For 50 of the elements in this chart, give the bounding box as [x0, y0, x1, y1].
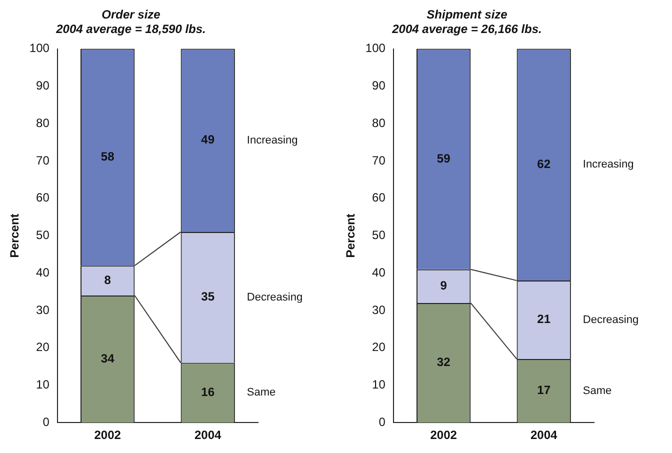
- y-tick-label: 40: [372, 265, 386, 280]
- data-label: 58: [100, 150, 115, 164]
- y-tick-label: 10: [372, 378, 386, 392]
- series-label: Same: [246, 386, 276, 399]
- series-label: Decreasing: [246, 291, 303, 304]
- y-tick-label: 50: [372, 228, 386, 242]
- data-label: 17: [537, 383, 551, 398]
- data-label: 49: [201, 132, 215, 147]
- y-tick-label: 100: [365, 41, 386, 56]
- y-tick-label: 60: [372, 190, 386, 205]
- y-tick-label: 30: [36, 302, 50, 317]
- x-tick-label: 2002: [94, 428, 122, 442]
- y-tick-label: 80: [372, 116, 386, 130]
- y-tick-label: 0: [378, 414, 386, 429]
- chart-subtitle: 2004 average = 26,166 lbs.: [391, 22, 542, 36]
- y-tick-label: 70: [372, 153, 386, 168]
- series-label: Same: [582, 384, 612, 397]
- y-tick-label: 60: [36, 190, 50, 205]
- x-tick-label: 2002: [430, 428, 458, 442]
- y-tick-label: 100: [29, 41, 50, 56]
- data-label: 32: [436, 355, 451, 370]
- data-label: 35: [201, 290, 215, 304]
- y-tick-label: 40: [36, 265, 50, 280]
- series-label: Decreasing: [582, 314, 639, 326]
- data-label: 62: [537, 156, 551, 171]
- y-tick-label: 70: [36, 153, 50, 168]
- chart-title: Order size: [102, 8, 161, 22]
- data-label: 34: [100, 351, 115, 366]
- y-tick-label: 20: [36, 340, 50, 354]
- y-tick-label: 20: [372, 340, 386, 354]
- y-tick-label: 90: [36, 78, 50, 92]
- data-label: 59: [436, 151, 451, 166]
- chart-subtitle: 2004 average = 18,590 lbs.: [55, 22, 206, 36]
- data-label: 21: [537, 312, 551, 326]
- data-label: 9: [440, 278, 448, 292]
- y-axis-title: Percent: [344, 214, 358, 258]
- y-tick-label: 0: [42, 414, 50, 429]
- series-label: Increasing: [246, 134, 298, 146]
- x-tick-label: 2004: [530, 428, 558, 442]
- y-tick-label: 10: [36, 378, 50, 392]
- y-tick-label: 30: [372, 302, 386, 317]
- y-tick-label: 90: [372, 78, 386, 92]
- x-tick-label: 2004: [194, 428, 222, 442]
- data-label: 16: [201, 385, 215, 400]
- chart-title: Shipment size: [426, 8, 508, 22]
- data-label: 8: [104, 272, 112, 287]
- y-tick-label: 50: [36, 228, 50, 242]
- y-tick-label: 80: [36, 116, 50, 130]
- y-axis-title: Percent: [8, 214, 22, 258]
- series-label: Increasing: [582, 158, 634, 171]
